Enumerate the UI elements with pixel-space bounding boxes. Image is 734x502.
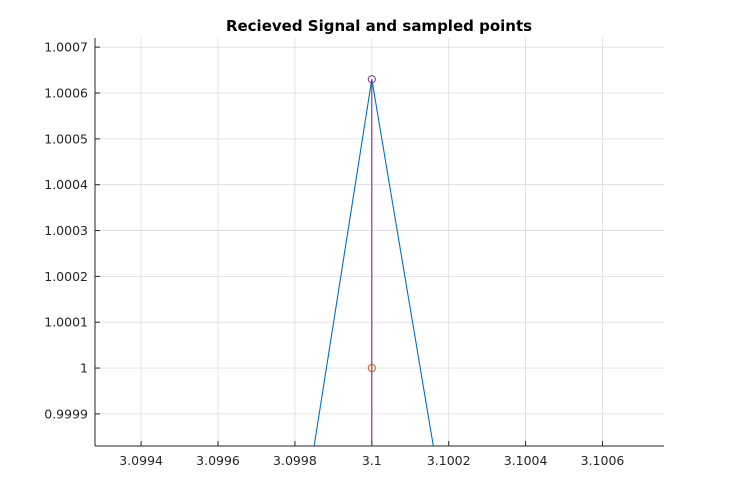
y-tick-label: 0.9999 bbox=[44, 406, 88, 421]
y-tick-label: 1.0001 bbox=[44, 315, 88, 330]
series-group bbox=[313, 75, 434, 446]
y-tick-label: 1.0004 bbox=[44, 177, 88, 192]
y-tick-label: 1.0002 bbox=[44, 269, 88, 284]
x-tick-label: 3.1006 bbox=[581, 453, 625, 468]
y-tick-label: 1.0005 bbox=[44, 131, 88, 146]
sample-point-marker bbox=[367, 75, 376, 84]
x-tick-label: 3.1004 bbox=[504, 453, 548, 468]
plot-area: 3.0994 3.0996 3.0998 3.1 3.1002 3.1004 3.1006 0… bbox=[44, 38, 664, 468]
x-tick-label: 3.1 bbox=[362, 453, 382, 468]
x-tick-label: 3.0998 bbox=[273, 453, 317, 468]
y-tick-label: 1.0007 bbox=[44, 40, 88, 55]
y-tick-label: 1 bbox=[80, 361, 88, 376]
chart-title: Recieved Signal and sampled points bbox=[226, 17, 532, 35]
x-tick-label: 3.0996 bbox=[196, 453, 240, 468]
y-tick-label: 1.0006 bbox=[44, 86, 88, 101]
y-tick-label: 1.0003 bbox=[44, 223, 88, 238]
x-tick-label: 3.0994 bbox=[119, 453, 163, 468]
sample-point-marker bbox=[367, 363, 376, 373]
x-tick-label: 3.1002 bbox=[427, 453, 471, 468]
